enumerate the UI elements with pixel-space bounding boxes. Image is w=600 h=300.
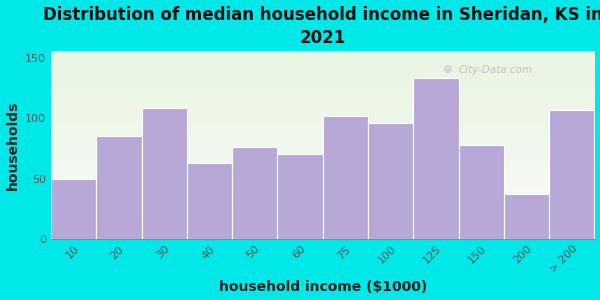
- Bar: [187, 163, 232, 239]
- Text: City-Data.com: City-Data.com: [458, 64, 533, 75]
- Bar: [549, 110, 595, 239]
- Y-axis label: households: households: [5, 100, 20, 190]
- Bar: [51, 178, 96, 239]
- Bar: [413, 78, 458, 239]
- Bar: [96, 136, 142, 239]
- Text: ●: ●: [442, 64, 452, 74]
- Bar: [142, 108, 187, 239]
- Title: Distribution of median household income in Sheridan, KS in
2021: Distribution of median household income …: [43, 6, 600, 47]
- Bar: [323, 116, 368, 239]
- X-axis label: household income ($1000): household income ($1000): [218, 280, 427, 294]
- Bar: [368, 123, 413, 239]
- Bar: [232, 147, 277, 239]
- Bar: [458, 145, 504, 239]
- Bar: [277, 154, 323, 239]
- Bar: [504, 194, 549, 239]
